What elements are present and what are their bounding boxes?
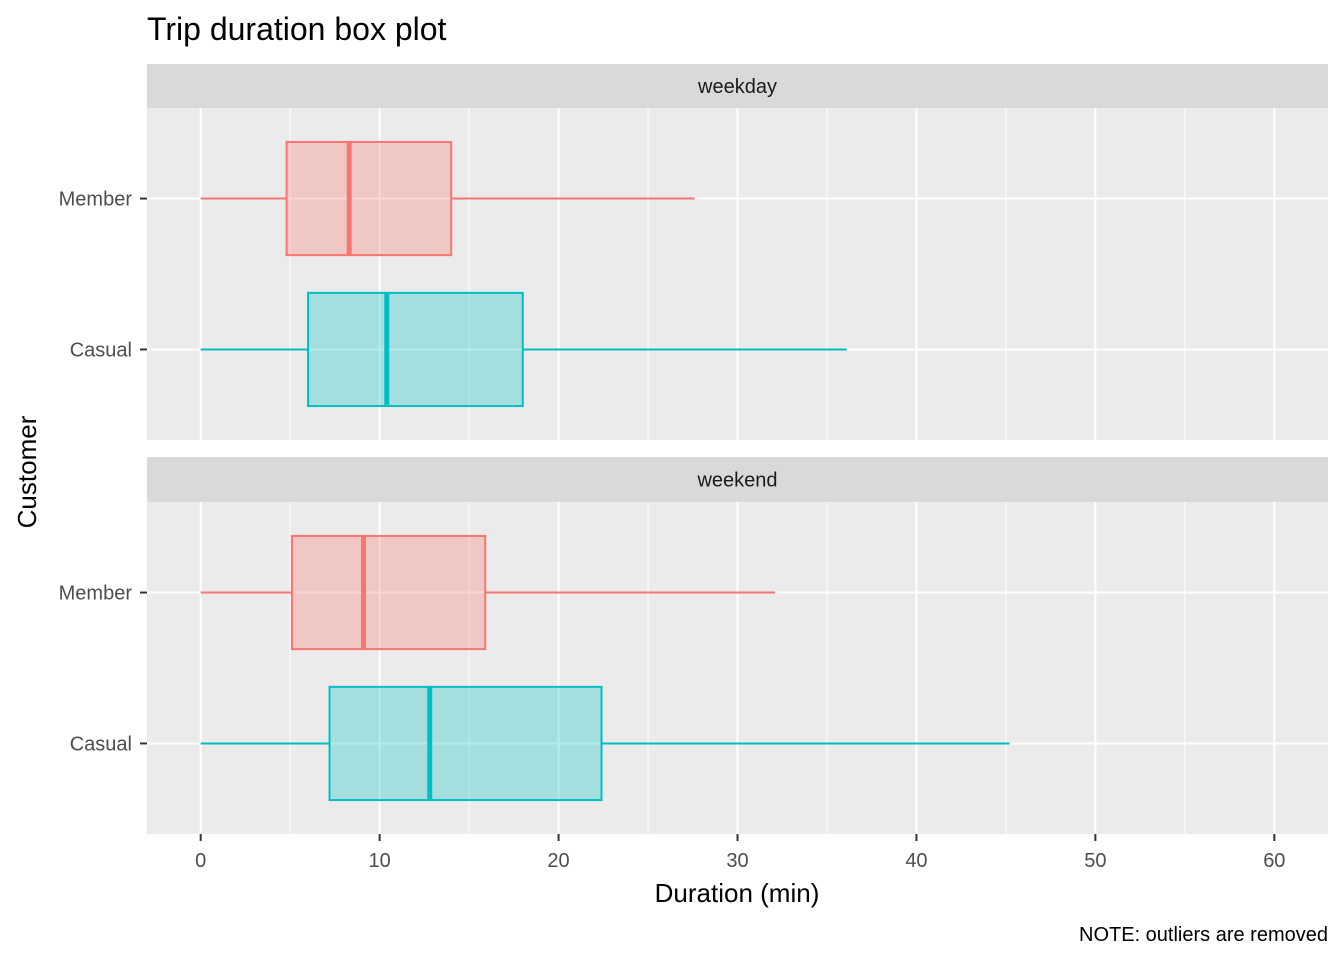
facet-strip-label-weekend: weekend: [696, 470, 777, 492]
facet-panels: weekday Casual Member weekend Casual Member: [59, 64, 1328, 834]
y-tick-label-member-weekday: Member: [59, 189, 133, 211]
box-casual-weekend: [328, 685, 603, 802]
facet-strip-label-weekday: weekday: [697, 76, 777, 98]
x-tick-label: 50: [1084, 850, 1106, 872]
x-tick-label: 20: [547, 850, 569, 872]
y-tick-label-casual-weekend: Casual: [70, 733, 132, 755]
box-member-weekday: [285, 140, 453, 257]
facet-strip-weekend: [147, 457, 1328, 502]
facet-strip-weekday: [147, 64, 1328, 108]
x-tick-label: 0: [195, 850, 206, 872]
x-tick-label: 30: [726, 850, 748, 872]
y-axis-title: Customer: [12, 415, 42, 528]
y-tick-label-member-weekend: Member: [59, 583, 133, 605]
box-casual-weekday: [307, 291, 524, 408]
chart-caption: NOTE: outliers are removed: [1079, 924, 1328, 946]
chart-title: Trip duration box plot: [147, 11, 447, 47]
x-tick-label: 60: [1263, 850, 1285, 872]
x-axis-title: Duration (min): [655, 878, 820, 908]
box-member-weekend: [290, 534, 487, 651]
x-axis: 0 10 20 30 40 50 60: [195, 834, 1285, 872]
y-tick-label-casual-weekday: Casual: [70, 339, 132, 361]
x-tick-label: 40: [905, 850, 927, 872]
x-tick-label: 10: [368, 850, 390, 872]
